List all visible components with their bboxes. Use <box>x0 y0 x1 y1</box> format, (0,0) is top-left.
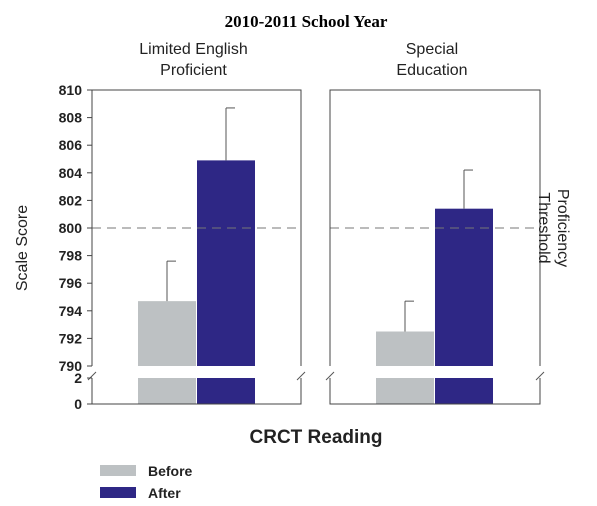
panel-frame-lower <box>91 378 302 405</box>
y-tick-label: 794 <box>59 303 83 319</box>
x-axis-label: CRCT Reading <box>250 427 383 448</box>
y-tick-label: 0 <box>74 396 82 412</box>
panel-1: Limited English Proficient <box>87 41 306 405</box>
legend-swatch-after <box>100 487 136 498</box>
y-axis-label: Scale Score <box>14 205 31 291</box>
y-tick-label: 808 <box>59 110 83 126</box>
y-tick-label: 800 <box>59 220 83 236</box>
bar-before-base <box>376 378 434 404</box>
bar-before <box>138 301 196 366</box>
bar-after-base <box>435 378 493 404</box>
panel-frame-lower <box>329 378 541 405</box>
y-tick-label: 804 <box>59 165 83 181</box>
y-tick-label: 792 <box>59 330 83 346</box>
panel-title-line: Education <box>396 62 467 79</box>
secondary-label-line: Threshold <box>535 192 552 263</box>
y-tick-label: 796 <box>59 275 83 291</box>
legend-label-before: Before <box>148 463 193 479</box>
axis-break-mark <box>325 371 335 381</box>
y-tick-label: 802 <box>59 192 83 208</box>
bar-after-base <box>197 378 255 404</box>
y-tick-label: 806 <box>59 137 83 153</box>
panel-title-line: Proficient <box>160 62 227 79</box>
axis-break-mark <box>87 371 97 381</box>
axis-break-mark <box>296 371 306 381</box>
proficiency-threshold-label: ProficiencyThreshold <box>535 189 571 267</box>
y-tick-label: 2 <box>74 370 82 386</box>
bar-after <box>435 208 493 366</box>
legend: Before After <box>100 463 193 501</box>
chart-title: 2010-2011 School Year <box>225 12 388 31</box>
legend-label-after: After <box>148 485 181 501</box>
panel-title-line: Limited English <box>139 41 248 58</box>
bar-before-base <box>138 378 196 404</box>
panels: Limited English Proficient Special Educatio… <box>87 41 545 405</box>
y-tick-label: 810 <box>59 82 83 98</box>
axis-break-mark <box>535 371 545 381</box>
y-tick-label: 798 <box>59 248 83 264</box>
bar-after <box>197 160 255 366</box>
panel-2: Special Education <box>325 41 545 405</box>
secondary-label-line: Proficiency <box>554 189 571 267</box>
bar-before <box>376 331 434 366</box>
legend-swatch-before <box>100 465 136 476</box>
y-tick-label: 790 <box>59 358 83 374</box>
y-axis-ticks: 790 792 794 796 798 800 802 804 806 808 810 0 2 <box>59 82 92 412</box>
panel-frame <box>329 89 541 366</box>
panel-title-line: Special <box>406 41 458 58</box>
